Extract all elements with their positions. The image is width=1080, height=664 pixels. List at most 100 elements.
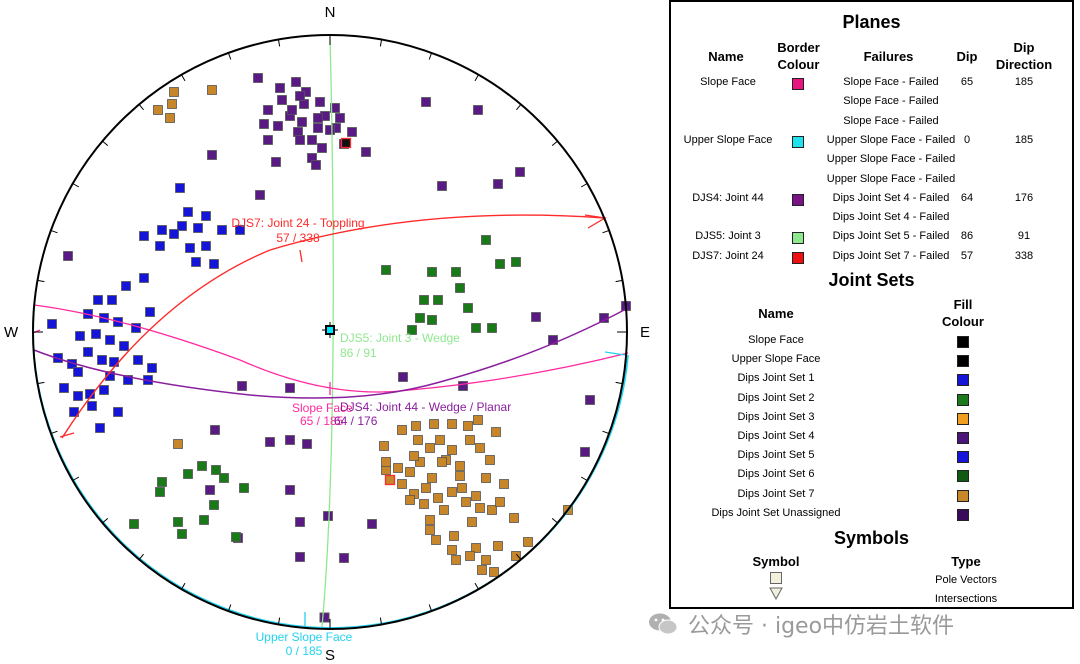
pole-set3 xyxy=(475,443,485,453)
pole-set1 xyxy=(121,281,131,291)
plane-name: DJS7: Joint 24 xyxy=(692,249,764,262)
pole-set4 xyxy=(255,190,265,200)
pole-set4 xyxy=(285,435,295,445)
pole-set3 xyxy=(207,85,217,95)
joint-set-fill-swatch xyxy=(957,412,969,425)
plane-failure: Upper Slope Face - Failed xyxy=(826,153,956,166)
plane-failure: Dips Joint Set 4 - Failed xyxy=(832,191,950,204)
pole-set4 xyxy=(515,167,525,177)
joint-set-name: Slope Face xyxy=(748,334,804,346)
degree-tick xyxy=(516,104,522,111)
pole-set2 xyxy=(471,323,481,333)
joint-set-fill-swatch xyxy=(957,393,969,406)
degree-tick xyxy=(474,74,479,82)
pole-set3 xyxy=(475,503,485,513)
degree-tick xyxy=(615,381,623,385)
pole-set4 xyxy=(311,160,321,170)
compass-north: N xyxy=(325,4,336,21)
watermark: 公众号 · igeo中仿岩土软件 xyxy=(648,607,1078,641)
pole-set4 xyxy=(295,135,305,145)
joint-set-fill-swatch xyxy=(957,451,969,464)
compass-east: E xyxy=(640,324,650,341)
pole-set1 xyxy=(217,225,227,235)
plane-dip-direction: 338 xyxy=(1014,249,1034,262)
pole-set4 xyxy=(473,105,483,115)
stereonet-plot: N S E W DJS7: Joint 24 - Toppling 57 / 3… xyxy=(4,4,650,664)
plane-failure: Dips Joint Set 5 - Failed xyxy=(832,230,950,243)
joint-set-name: Upper Slope Face xyxy=(731,353,821,366)
pole-set1 xyxy=(91,329,101,339)
planes-header-name: Name xyxy=(708,49,744,64)
pole-set3 xyxy=(447,545,457,555)
degree-ticks xyxy=(33,35,627,629)
pole-set3 xyxy=(487,505,497,515)
joint-set-fill-swatch xyxy=(957,432,969,444)
pole-plane-highlight xyxy=(384,474,396,486)
pole-set2 xyxy=(199,515,209,525)
pole-set4 xyxy=(458,381,468,391)
plane-failure: Dips Joint Set 7 - Failed xyxy=(832,249,950,262)
pole-set3 xyxy=(379,441,389,451)
pole-set1 xyxy=(155,241,165,251)
pole-set3 xyxy=(447,487,457,497)
pole-set4 xyxy=(263,105,273,115)
pole-set4 xyxy=(265,437,275,447)
pole-set3 xyxy=(447,445,457,455)
pole-set4 xyxy=(317,143,327,153)
pole-set3 xyxy=(447,419,457,429)
compass-south: S xyxy=(325,647,335,664)
pole-set4 xyxy=(335,113,345,123)
pole-set2 xyxy=(183,469,193,479)
pole-set2 xyxy=(219,473,229,483)
symbol-type-pole-vectors: Pole Vectors xyxy=(935,574,997,586)
pole-set1 xyxy=(139,231,149,241)
pole-set2 xyxy=(415,313,425,323)
pole-set4 xyxy=(291,77,301,87)
pole-set1 xyxy=(109,357,119,367)
great-circle-djs4 xyxy=(33,307,629,399)
pole-set1 xyxy=(97,355,107,365)
pole-set3 xyxy=(409,451,419,461)
pole-set3 xyxy=(495,497,505,507)
pole-set3 xyxy=(477,565,487,575)
pole-set3 xyxy=(493,541,503,551)
pole-set2 xyxy=(451,267,461,277)
pole-set1 xyxy=(113,407,123,417)
pole-plane-highlight xyxy=(340,137,352,149)
pole-set3 xyxy=(491,427,501,437)
pole-set3 xyxy=(463,421,473,431)
degree-tick xyxy=(428,52,433,60)
pole-set3 xyxy=(439,505,449,515)
pole-set1 xyxy=(157,225,167,235)
degree-tick xyxy=(615,279,623,283)
pole-set1 xyxy=(201,241,211,251)
pole-set2 xyxy=(427,315,437,325)
degree-tick xyxy=(580,183,588,188)
legend-panel: Planes Name Border Colour Failures Dip D… xyxy=(669,0,1074,609)
plane-dip-direction: 176 xyxy=(1014,191,1034,204)
pole-set2 xyxy=(495,259,505,269)
plane-name: DJS5: Joint 3 xyxy=(695,230,761,243)
pole-set2 xyxy=(487,323,497,333)
pole-set1 xyxy=(75,331,85,341)
pole-set4 xyxy=(205,485,215,495)
plane-failure: Slope Face - Failed xyxy=(843,76,939,88)
pole-set4 xyxy=(263,135,273,145)
pole-set4 xyxy=(275,83,285,93)
pole-set4 xyxy=(285,485,295,495)
pole-set4 xyxy=(297,117,307,127)
label-slope-orientation: 65 / 185 xyxy=(300,414,344,428)
joint-set-name: Dips Joint Set 6 xyxy=(737,468,815,481)
pole-set4 xyxy=(307,135,317,145)
joint-sets-header-name: Name xyxy=(758,306,794,321)
pole-set1 xyxy=(139,273,149,283)
pole-set1 xyxy=(177,221,187,231)
pole-set3 xyxy=(425,525,435,535)
joint-set-name: Dips Joint Set 2 xyxy=(737,391,815,404)
joint-set-fill-swatch xyxy=(957,508,969,521)
degree-tick xyxy=(37,279,45,283)
pole-set1 xyxy=(175,183,185,193)
pole-set1 xyxy=(169,229,179,239)
degree-tick xyxy=(551,140,558,146)
joint-set-fill-swatch xyxy=(957,489,969,502)
